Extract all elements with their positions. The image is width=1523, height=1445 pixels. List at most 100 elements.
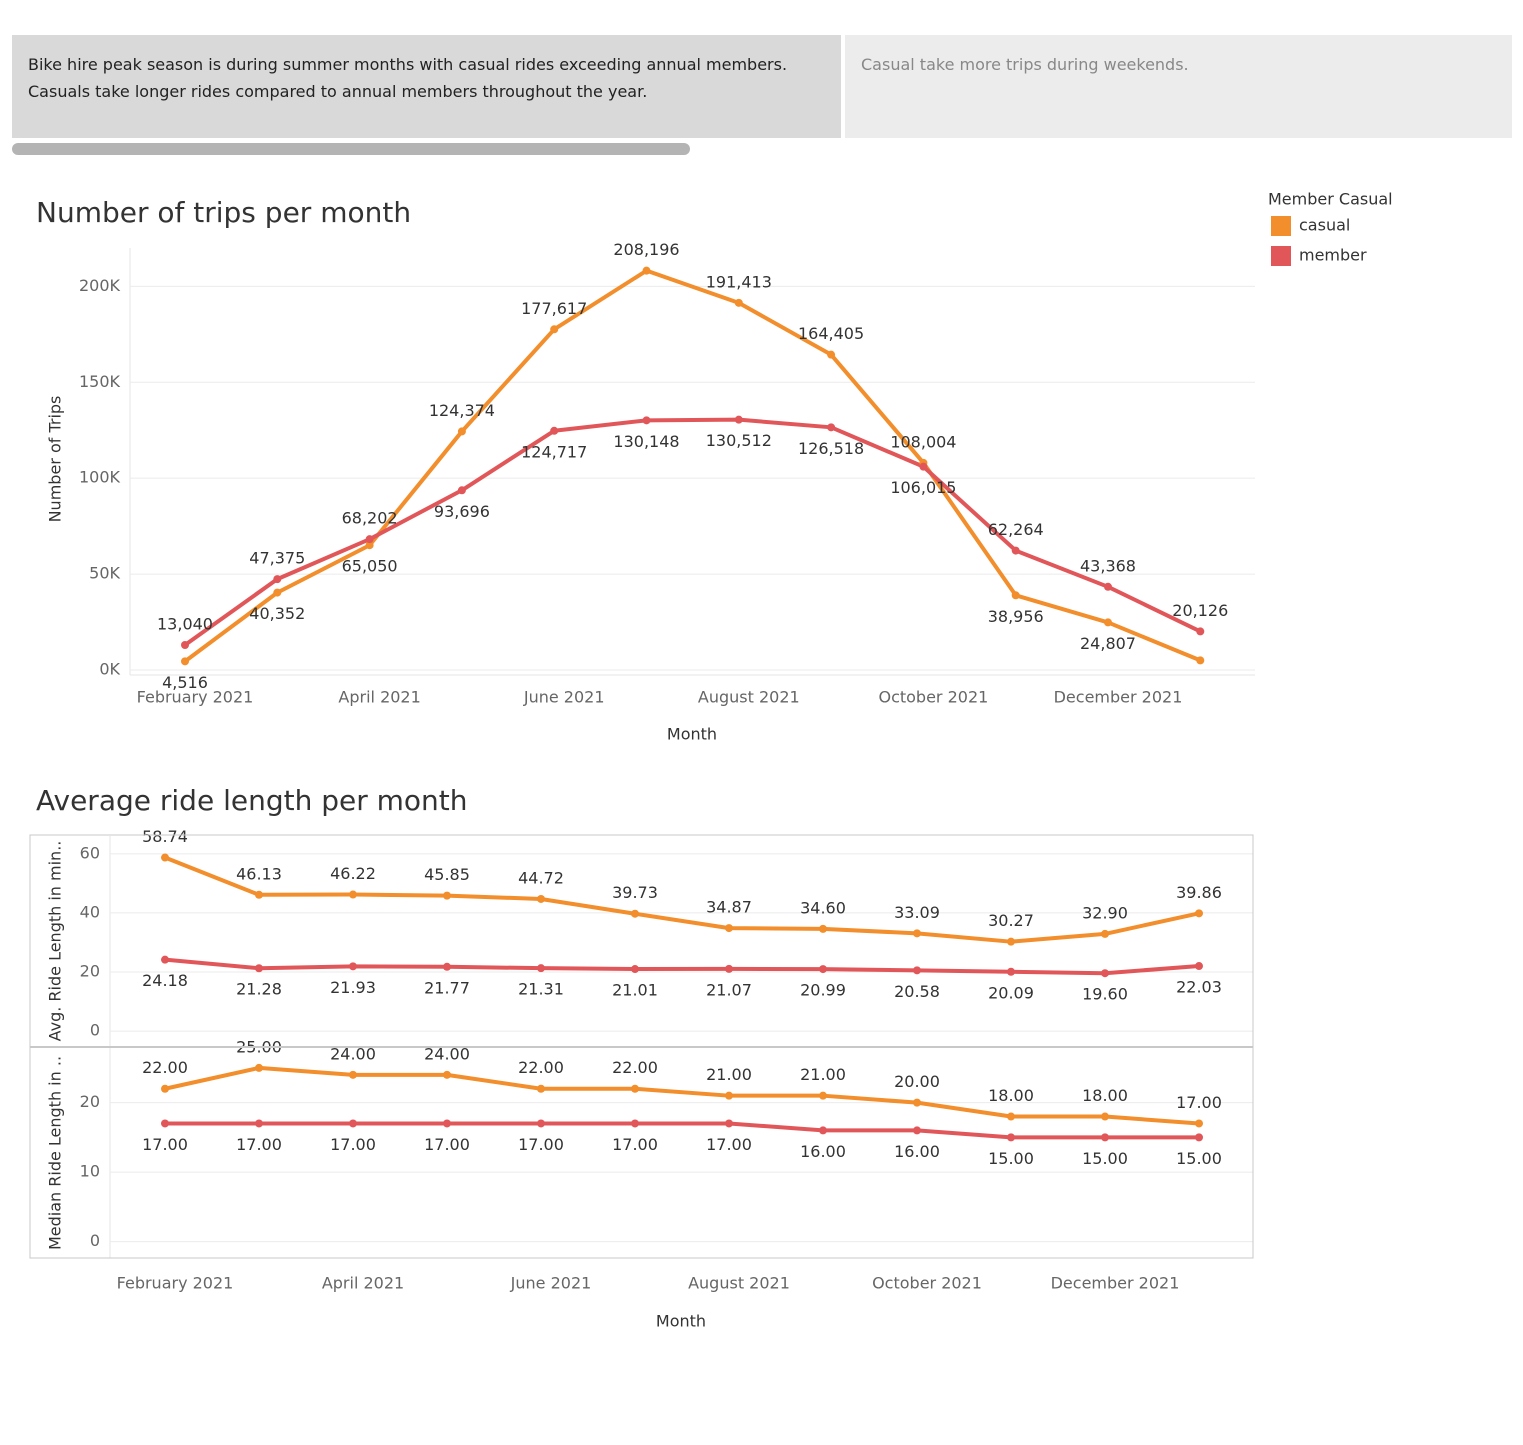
data-label: 21.77 <box>424 978 470 997</box>
data-label: 177,617 <box>521 299 587 318</box>
data-label: 18.00 <box>988 1086 1034 1105</box>
point <box>1195 909 1203 918</box>
point <box>725 1091 733 1100</box>
data-label: 17.00 <box>236 1135 282 1154</box>
y-tick-label: 20 <box>80 962 100 981</box>
point <box>443 962 451 971</box>
legend-label: member <box>1299 246 1367 265</box>
point <box>1101 1112 1109 1121</box>
x-tick-label: August 2021 <box>698 688 800 707</box>
note-text: Casuals take longer rides compared to an… <box>28 82 648 101</box>
point <box>913 929 921 938</box>
point <box>349 962 357 971</box>
data-label: 22.00 <box>518 1058 564 1077</box>
data-label: 13,040 <box>157 614 213 633</box>
data-label: 126,518 <box>798 439 864 458</box>
y-tick-label: 100K <box>79 468 121 487</box>
point <box>919 462 928 471</box>
data-label: 124,374 <box>429 401 495 420</box>
data-label: 46.22 <box>330 864 376 883</box>
point <box>819 1126 827 1135</box>
data-label: 24.18 <box>142 971 188 990</box>
point <box>725 1119 733 1128</box>
data-label: 22.00 <box>612 1058 658 1077</box>
data-label: 19.60 <box>1082 985 1128 1004</box>
point <box>1101 1133 1109 1142</box>
point <box>827 423 836 432</box>
point <box>819 924 827 933</box>
data-label: 17.00 <box>706 1135 752 1154</box>
data-label: 58.74 <box>142 827 188 846</box>
note-box: Bike hire peak season is during summer m… <box>12 35 841 138</box>
data-label: 106,015 <box>890 478 956 497</box>
point <box>631 1084 639 1093</box>
data-label: 17.00 <box>1176 1093 1222 1112</box>
point <box>255 1119 263 1128</box>
point <box>349 1070 357 1079</box>
data-label: 34.60 <box>800 898 846 917</box>
y-axis-label: Avg. Ride Length in min.. <box>46 841 65 1042</box>
point <box>181 657 189 666</box>
data-label: 24,807 <box>1080 634 1136 653</box>
data-label: 17.00 <box>330 1135 376 1154</box>
data-label: 21.00 <box>800 1065 846 1084</box>
point <box>642 416 651 425</box>
y-tick-label: 200K <box>79 276 121 295</box>
data-label: 21.07 <box>706 980 752 999</box>
data-label: 4,516 <box>162 673 208 692</box>
point <box>631 1119 639 1128</box>
legend-label: casual <box>1299 216 1350 235</box>
point <box>913 966 921 975</box>
legend-swatch <box>1271 216 1291 236</box>
point <box>443 891 451 900</box>
line <box>164 855 1200 944</box>
data-label: 39.86 <box>1176 883 1222 902</box>
data-label: 191,413 <box>706 272 772 291</box>
line <box>164 1065 1200 1126</box>
data-label: 20.58 <box>894 982 940 1001</box>
point <box>349 1119 357 1128</box>
note-box: Casual take more trips during weekends. <box>845 35 1512 138</box>
data-label: 38,956 <box>988 607 1044 626</box>
legend-swatch <box>1271 246 1291 266</box>
line <box>183 417 1202 647</box>
note-text: Casual take more trips during weekends. <box>861 55 1189 74</box>
data-label: 39.73 <box>612 883 658 902</box>
point <box>819 1091 827 1100</box>
data-label: 22.00 <box>142 1058 188 1077</box>
x-tick-label: February 2021 <box>137 688 254 707</box>
data-label: 44.72 <box>518 868 564 887</box>
line <box>183 268 1202 663</box>
data-label: 164,405 <box>798 324 864 343</box>
y-axis-label: Number of Trips <box>46 396 65 523</box>
point <box>273 575 282 584</box>
point <box>550 426 559 435</box>
data-label: 62,264 <box>988 520 1044 539</box>
data-label: 21.31 <box>518 980 564 999</box>
point <box>255 1063 263 1072</box>
data-label: 24.00 <box>424 1044 470 1063</box>
x-tick-label: August 2021 <box>688 1274 790 1293</box>
point <box>349 890 357 899</box>
point <box>457 486 466 495</box>
x-tick-label: February 2021 <box>117 1274 234 1293</box>
data-label: 20.09 <box>988 983 1034 1002</box>
x-tick-label: April 2021 <box>338 688 420 707</box>
note-text: Bike hire peak season is during summer m… <box>28 55 788 74</box>
data-label: 65,050 <box>342 557 398 576</box>
data-label: 34.87 <box>706 898 752 917</box>
point <box>734 298 743 307</box>
x-tick-label: December 2021 <box>1054 688 1183 707</box>
point <box>161 1119 169 1128</box>
point <box>161 853 169 862</box>
data-label: 20,126 <box>1172 601 1228 620</box>
point <box>1007 1133 1015 1142</box>
data-label: 15.00 <box>1176 1149 1222 1168</box>
point <box>161 1084 169 1093</box>
data-label: 208,196 <box>613 240 679 259</box>
point <box>1195 1133 1203 1142</box>
point <box>913 1098 921 1107</box>
point <box>913 1126 921 1135</box>
scrollbar[interactable] <box>12 143 690 155</box>
